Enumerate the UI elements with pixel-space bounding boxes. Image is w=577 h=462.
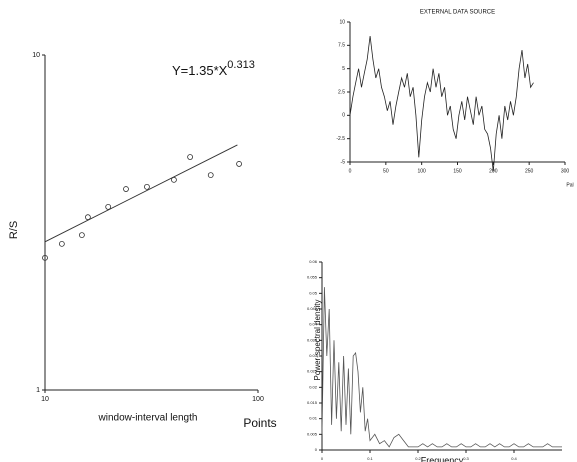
annotation: Y=1.35*X0.313 xyxy=(172,59,255,79)
annotation-superscript: 0.313 xyxy=(227,59,255,71)
x-tick-label: 0 xyxy=(349,168,352,174)
x-tick-label: 10 xyxy=(41,396,49,403)
point xyxy=(207,172,214,179)
axis xyxy=(44,55,258,391)
y-tick-label: 0.005 xyxy=(307,431,318,436)
y-tick-label: 0.06 xyxy=(309,259,318,264)
x-tick-label: 100 xyxy=(417,168,426,174)
x-tick-label: 300 xyxy=(561,168,570,174)
point xyxy=(78,232,85,238)
x-tick-label: 0.2 xyxy=(415,456,421,461)
y-tick-label: 10 xyxy=(32,52,40,59)
x-axis-label: Frequency xyxy=(421,455,464,462)
y-tick-label: 1 xyxy=(36,387,40,394)
y-tick-label: 0 xyxy=(315,447,318,452)
x-tick-label: 0.3 xyxy=(463,456,469,461)
point xyxy=(144,183,150,190)
y-tick-label: 7.5 xyxy=(338,43,345,49)
y-tick-label: 0.055 xyxy=(307,275,318,280)
axis xyxy=(349,22,565,163)
y-axis-label: Power-spectral density xyxy=(313,300,322,381)
y-tick-label: 0.03 xyxy=(309,353,318,358)
y-axis-label: R/S xyxy=(8,221,20,239)
point xyxy=(123,186,129,192)
y-tick-label: -5 xyxy=(341,159,346,165)
series-line xyxy=(349,35,534,172)
y-tick-label: 0.035 xyxy=(307,337,318,342)
point xyxy=(105,204,112,210)
axis xyxy=(321,262,562,451)
x-tick-label: 150 xyxy=(453,168,462,174)
fit-line xyxy=(44,144,238,243)
y-tick-label: 5 xyxy=(342,66,345,72)
x-axis-label: Pal xyxy=(566,182,573,188)
y-tick-label: 0 xyxy=(342,113,345,119)
chart-title: EXTERNAL DATA SOURCE xyxy=(420,10,495,16)
point xyxy=(187,154,194,160)
y-tick-label: -2.5 xyxy=(336,136,345,142)
x-unit-label: Points xyxy=(243,416,276,430)
y-tick-label: 0.015 xyxy=(307,400,318,405)
x-tick-label: 100 xyxy=(252,396,264,403)
y-tick-label: 0.045 xyxy=(307,306,318,311)
x-tick-label: 50 xyxy=(383,168,389,174)
y-tick-label: 10 xyxy=(339,19,345,25)
y-tick-label: 2.5 xyxy=(338,89,345,95)
point xyxy=(42,254,48,261)
x-tick-label: 0.4 xyxy=(511,456,517,461)
x-tick-label: 0 xyxy=(321,456,324,461)
point xyxy=(58,240,65,247)
x-axis-label: window-interval length xyxy=(98,413,198,424)
series-line xyxy=(321,287,562,448)
y-tick-label: 0.02 xyxy=(309,384,318,389)
point xyxy=(236,161,242,167)
x-tick-label: 0.1 xyxy=(367,456,373,461)
y-tick-label: 0.05 xyxy=(309,290,318,295)
y-tick-label: 0.04 xyxy=(309,322,318,327)
y-tick-label: 0.01 xyxy=(309,416,318,421)
annotation-text: Y=1.35*X xyxy=(172,63,228,78)
x-tick-label: 250 xyxy=(525,168,534,174)
y-tick-label: 0.025 xyxy=(307,369,318,374)
